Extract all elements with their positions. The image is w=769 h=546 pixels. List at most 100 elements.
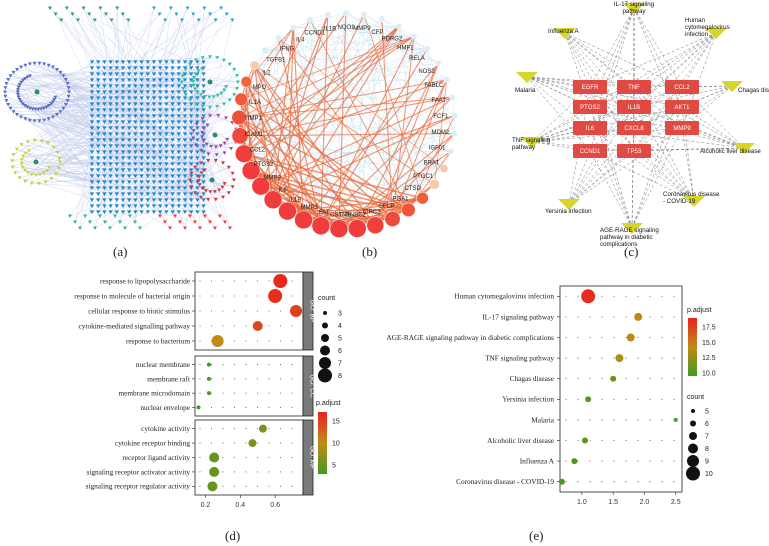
term-label: cytokine receptor binding [115, 438, 190, 447]
grid-dot [199, 325, 200, 326]
data-point [207, 363, 211, 367]
grid-dot [257, 340, 258, 341]
grid-dot [589, 358, 590, 359]
grid-dot [589, 461, 590, 462]
gene-label: IL4 [296, 37, 305, 43]
x-tick-label: 2.5 [671, 499, 681, 506]
gene-node [440, 165, 448, 173]
data-point [610, 376, 616, 382]
grid-dot [291, 407, 292, 408]
size-legend-value: 4 [338, 323, 342, 330]
term-label: response to lipopolysaccharide [100, 276, 190, 285]
grid-dot [673, 461, 674, 462]
x-tick-label: 0.6 [270, 502, 280, 509]
gene-node-label: IL1B [628, 105, 640, 111]
grid-dot [280, 378, 281, 379]
data-point [273, 274, 287, 288]
gene-node [343, 10, 349, 16]
color-legend-tick: 15.0 [702, 340, 716, 347]
grid-dot [211, 325, 212, 326]
gene-label: IL1A [249, 100, 261, 106]
data-point [585, 396, 591, 402]
grid-dot [234, 325, 235, 326]
gene-node [452, 112, 458, 118]
gene-label: SELP [379, 204, 394, 210]
grid-dot [257, 393, 258, 394]
grid-dot [222, 364, 223, 365]
grid-dot [234, 280, 235, 281]
x-tick-label: 1.5 [608, 499, 618, 506]
grid-dot [637, 440, 638, 441]
grid-dot [291, 393, 292, 394]
grid-dot [673, 378, 674, 379]
size-legend-dot [319, 357, 331, 369]
grid-dot [291, 428, 292, 429]
grid-dot [291, 457, 292, 458]
grid-dot [577, 358, 578, 359]
grid-dot [211, 378, 212, 379]
gene-node [449, 94, 455, 100]
gene-node [429, 179, 439, 189]
grid-dot [199, 443, 200, 444]
gene-pathway-edge [632, 128, 682, 228]
grid-dot [673, 481, 674, 482]
gene-node-label: MMP9 [673, 126, 691, 132]
size-legend-value: 6 [705, 421, 709, 428]
grid-dot [601, 440, 602, 441]
data-point [253, 321, 263, 331]
grid-dot [280, 471, 281, 472]
grid-dot [280, 407, 281, 408]
data-point [582, 438, 588, 444]
color-legend-bar [688, 318, 697, 376]
gene-node [385, 211, 401, 227]
color-legend-title: p.adjust [316, 400, 341, 407]
grid-dot [291, 280, 292, 281]
size-legend-value: 7 [705, 434, 709, 441]
grid-dot [661, 337, 662, 338]
gene-node-label: CXCL8 [624, 126, 644, 132]
grid-dot [625, 440, 626, 441]
grid-dot [601, 358, 602, 359]
grid-dot [625, 316, 626, 317]
gene-node [444, 77, 450, 83]
grid-dot [601, 399, 602, 400]
grid-dot [234, 428, 235, 429]
grid-dot [291, 340, 292, 341]
grid-dot [637, 337, 638, 338]
term-label: TNF signaling pathway [485, 354, 554, 363]
grid-dot [625, 419, 626, 420]
data-point [209, 453, 219, 463]
gene-label: PTGS2 [254, 162, 274, 168]
grid-dot [601, 419, 602, 420]
grid-dot [625, 337, 626, 338]
grid-dot [565, 316, 566, 317]
grid-dot [257, 295, 258, 296]
grid-dot [211, 428, 212, 429]
grid-dot [577, 440, 578, 441]
gene-node-label: IL6 [586, 126, 595, 132]
grid-dot [613, 296, 614, 297]
term-label: response to molecule of bacterial origin [74, 291, 190, 300]
grid-dot [245, 378, 246, 379]
grid-dot [222, 407, 223, 408]
grid-dot [234, 471, 235, 472]
grid-dot [649, 337, 650, 338]
grid-dot [601, 316, 602, 317]
term-label: signaling receptor activator activity [86, 467, 190, 476]
data-point [290, 305, 302, 317]
size-legend-dot [690, 421, 696, 427]
term-label: nuclear membrane [136, 360, 190, 369]
gene-node [367, 217, 384, 234]
grid-dot [234, 310, 235, 311]
grid-dot [268, 471, 269, 472]
grid-dot [625, 296, 626, 297]
grid-dot [649, 481, 650, 482]
grid-dot [673, 316, 674, 317]
panel-e-kegg-dotplot: Human cytomegalovirus infectionIL-17 sig… [386, 286, 715, 506]
grid-dot [211, 443, 212, 444]
color-legend-bar [318, 412, 327, 474]
gene-label: IFNG [280, 46, 295, 52]
grid-dot [268, 393, 269, 394]
grid-dot [661, 296, 662, 297]
pathway-label: IL-17 signaling pathway [614, 1, 655, 15]
